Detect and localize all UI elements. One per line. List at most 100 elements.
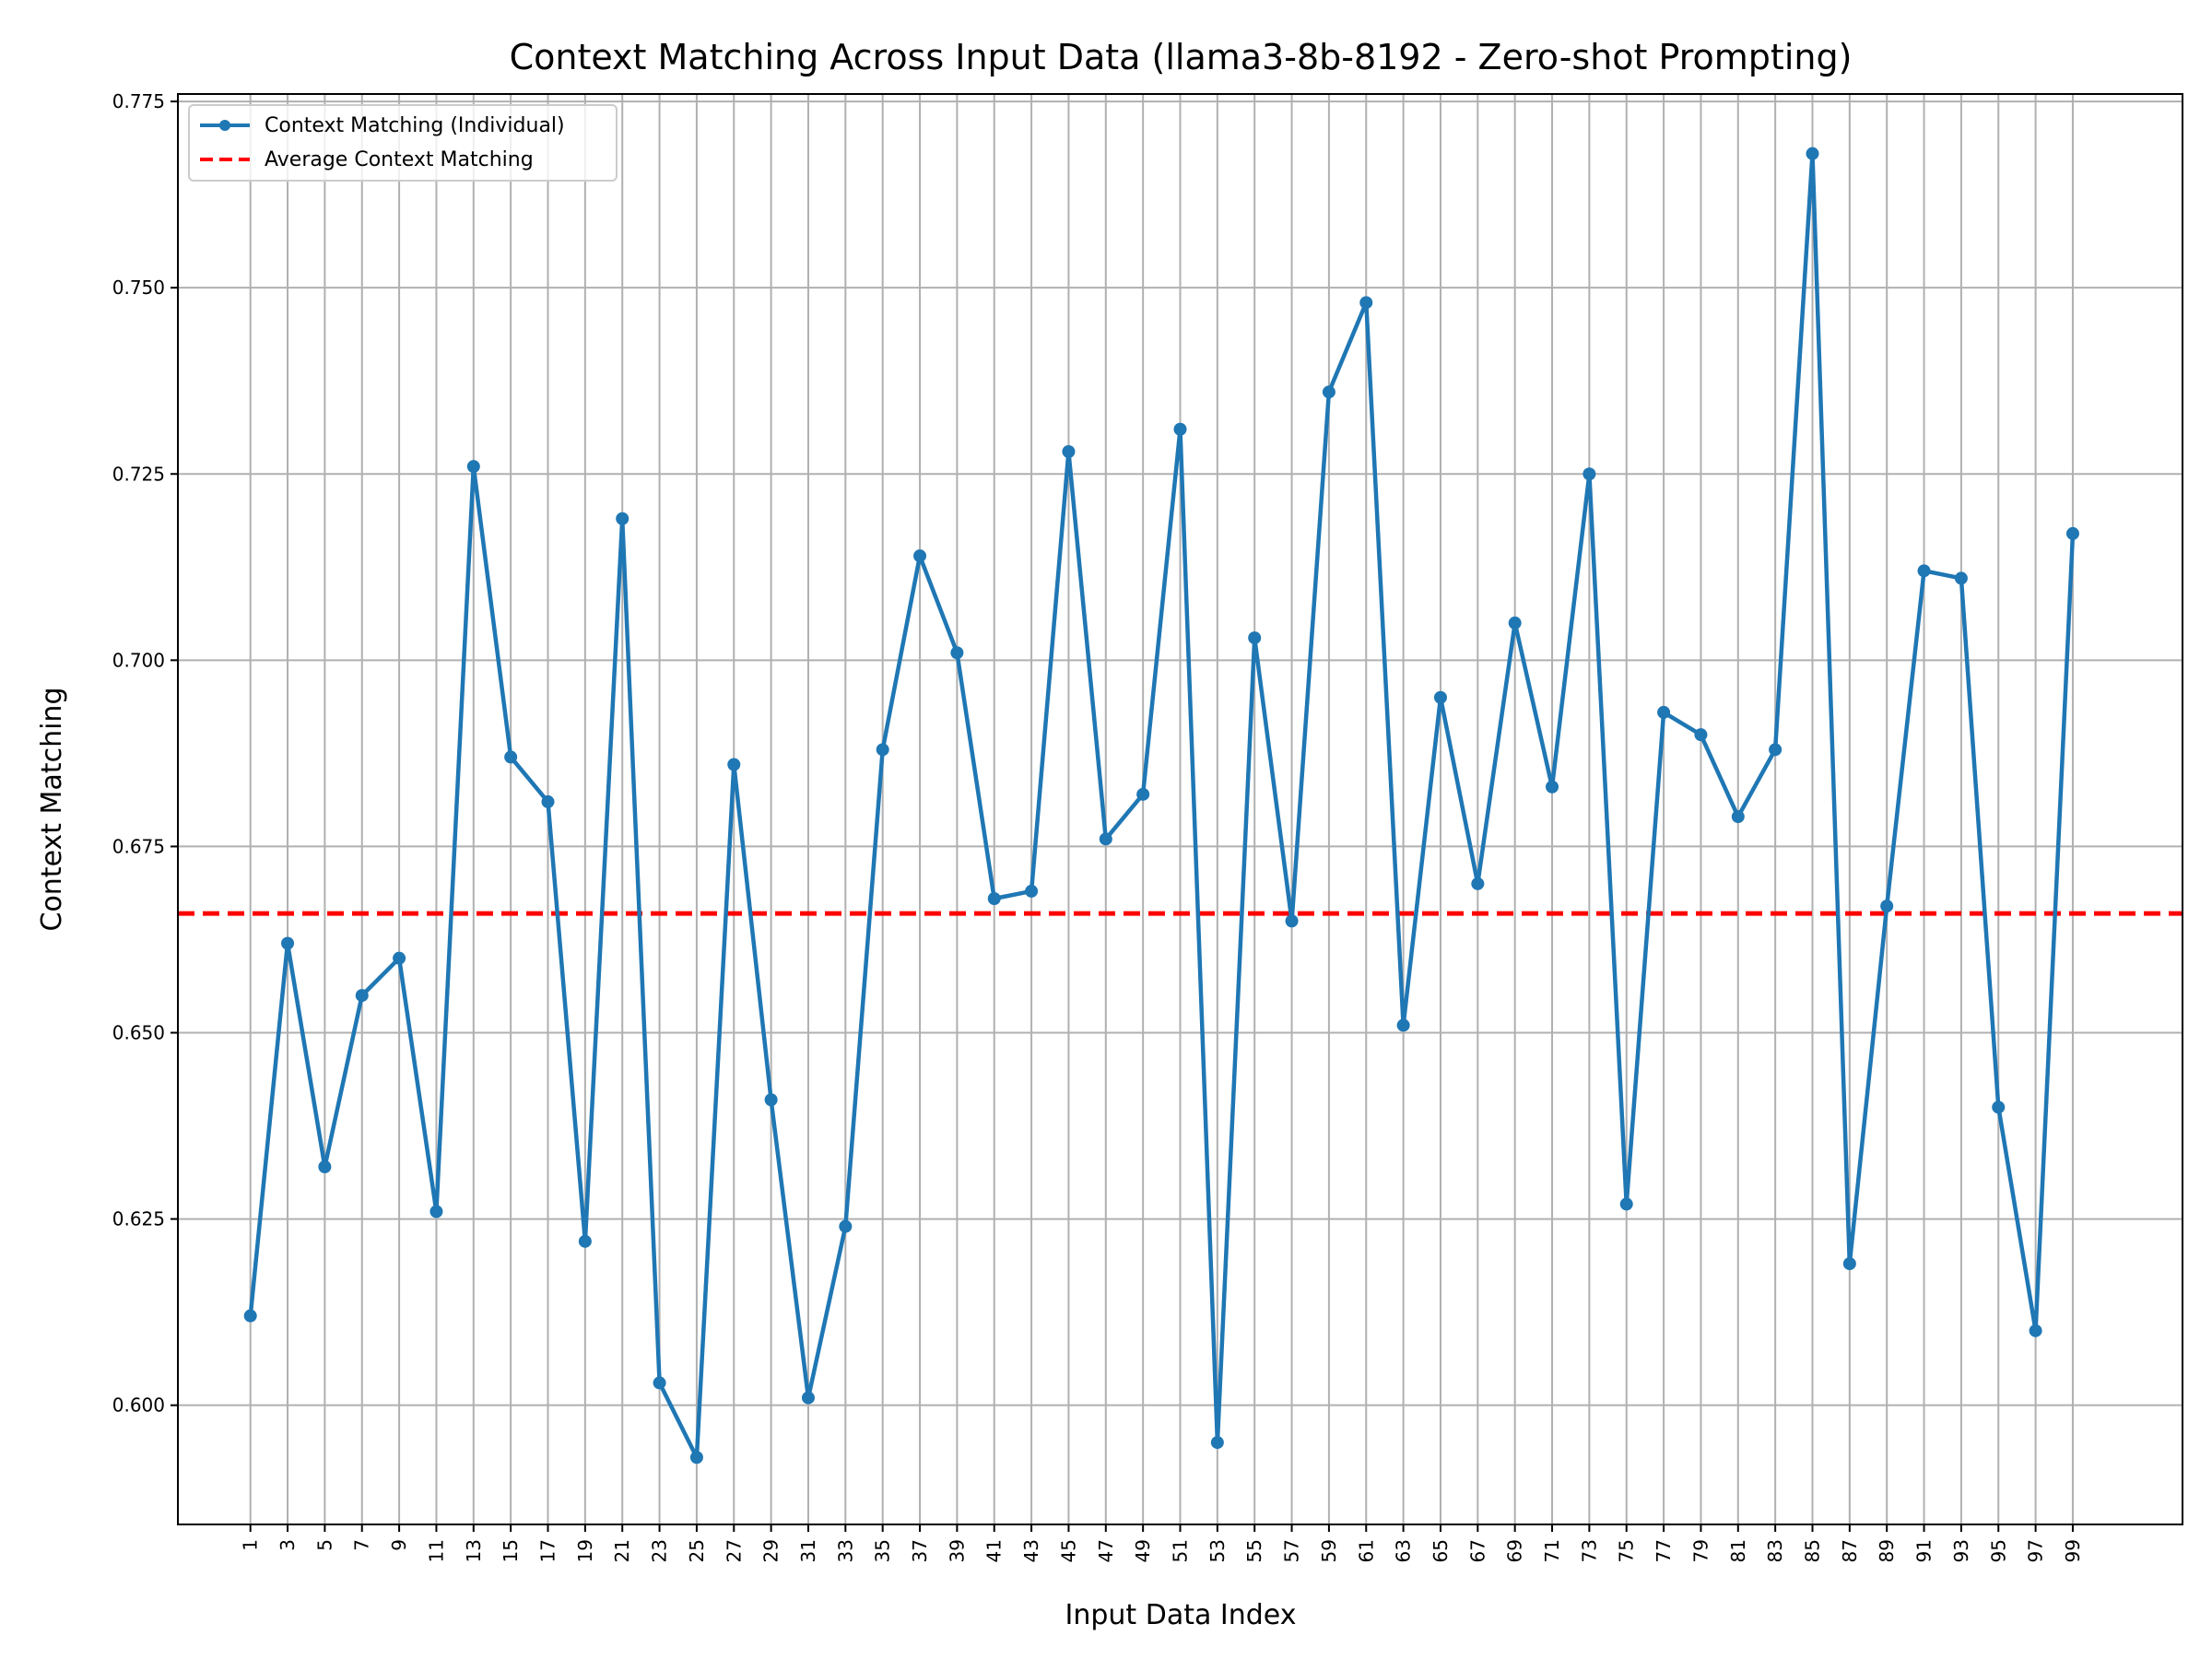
x-tick-label: 77 (1653, 1539, 1675, 1562)
data-point (2029, 1324, 2042, 1337)
x-tick-label: 29 (760, 1539, 782, 1562)
x-tick-label: 67 (1466, 1539, 1488, 1562)
y-tick-label: 0.750 (112, 276, 165, 299)
data-point (1619, 1197, 1633, 1211)
data-point (1099, 832, 1112, 846)
data-point (1769, 743, 1783, 757)
x-tick-label: 83 (1764, 1539, 1786, 1562)
x-tick-label: 73 (1578, 1539, 1600, 1562)
x-tick-label: 65 (1430, 1539, 1452, 1562)
data-point (1210, 1436, 1224, 1450)
data-point (355, 989, 369, 1003)
data-point (1136, 787, 1150, 801)
data-point (653, 1376, 666, 1390)
x-tick-label: 15 (500, 1539, 522, 1562)
data-point (2065, 526, 2079, 540)
x-tick-label: 31 (797, 1539, 819, 1562)
data-point (801, 1391, 815, 1405)
plot-frame (177, 93, 2183, 1525)
data-point (1173, 422, 1187, 436)
data-point (1917, 564, 1931, 578)
data-point (1285, 914, 1299, 928)
data-point (281, 936, 295, 950)
x-tick-label: 5 (313, 1539, 335, 1551)
data-point (1880, 900, 1894, 913)
y-tick-label: 0.725 (112, 463, 165, 485)
x-tick-label: 1 (240, 1539, 262, 1551)
x-axis: 1 3 5 7 9 11 13 15 17 19 21 23 25 27 29 31 33 35 37 39 41 43 4… (240, 1524, 2084, 1562)
data-point (1359, 296, 1373, 310)
legend-label-individual: Context Matching (Individual) (265, 114, 565, 137)
data-point (1471, 877, 1485, 890)
data-point (876, 743, 889, 757)
y-tick-label: 0.775 (112, 90, 165, 112)
data-point (1992, 1100, 2006, 1114)
data-point (1062, 445, 1076, 458)
series-line (248, 151, 2076, 1460)
data-point (950, 646, 964, 660)
x-tick-label: 45 (1057, 1539, 1079, 1562)
data-point (429, 1205, 443, 1218)
x-tick-label: 85 (1801, 1539, 1823, 1562)
data-point (466, 460, 480, 474)
data-point (727, 758, 741, 771)
x-tick-label: 35 (872, 1539, 894, 1562)
x-tick-label: 91 (1913, 1539, 1936, 1562)
x-tick-label: 43 (1020, 1539, 1042, 1562)
x-tick-label: 99 (2062, 1539, 2084, 1562)
data-point (1248, 631, 1262, 645)
data-point (1731, 810, 1745, 824)
x-tick-label: 3 (276, 1539, 299, 1551)
x-tick-label: 11 (425, 1539, 447, 1562)
data-point (1694, 728, 1708, 742)
x-tick-label: 69 (1504, 1539, 1526, 1562)
x-axis-label: Input Data Index (1065, 1599, 1297, 1631)
x-tick-label: 27 (723, 1539, 745, 1562)
x-tick-label: 57 (1281, 1539, 1303, 1562)
x-tick-label: 63 (1393, 1539, 1415, 1562)
x-tick-label: 25 (686, 1539, 708, 1562)
data-point (616, 512, 629, 525)
x-tick-label: 47 (1095, 1539, 1117, 1562)
x-tick-label: 19 (574, 1539, 596, 1562)
grid-lines (178, 94, 2183, 1524)
data-point (689, 1451, 703, 1465)
x-tick-label: 9 (388, 1539, 410, 1551)
y-axis-label: Context Matching (36, 688, 68, 932)
x-tick-label: 93 (1950, 1539, 1972, 1562)
data-point (764, 1093, 778, 1107)
x-tick-label: 13 (463, 1539, 485, 1562)
x-tick-label: 21 (611, 1539, 633, 1562)
data-point (913, 549, 927, 563)
data-point (1508, 616, 1522, 629)
x-tick-label: 61 (1355, 1539, 1377, 1562)
data-point (1396, 1018, 1410, 1032)
x-tick-label: 97 (2025, 1539, 2047, 1562)
x-tick-label: 95 (1987, 1539, 2009, 1562)
x-tick-label: 87 (1839, 1539, 1861, 1562)
y-tick-label: 0.600 (112, 1394, 165, 1417)
legend-label-average: Average Context Matching (265, 148, 534, 171)
data-point (1546, 780, 1559, 794)
data-point (1657, 705, 1671, 719)
data-point (393, 951, 406, 965)
data-point (1806, 147, 1819, 160)
data-point (504, 750, 518, 764)
x-tick-label: 49 (1132, 1539, 1154, 1562)
x-tick-label: 71 (1541, 1539, 1563, 1562)
x-tick-label: 59 (1318, 1539, 1340, 1562)
x-tick-label: 79 (1689, 1539, 1712, 1562)
data-point (839, 1219, 853, 1233)
legend-box (188, 104, 618, 182)
data-point (1322, 385, 1335, 399)
x-tick-label: 17 (537, 1539, 559, 1562)
data-point (318, 1160, 332, 1173)
legend: Context Matching (Individual) Average Co… (188, 104, 618, 182)
series-layer (243, 147, 2079, 1465)
data-point (1025, 884, 1039, 898)
data-point (1954, 571, 1968, 585)
legend-marker-individual (219, 120, 230, 131)
y-tick-label: 0.700 (112, 649, 165, 671)
x-tick-label: 37 (909, 1539, 931, 1562)
